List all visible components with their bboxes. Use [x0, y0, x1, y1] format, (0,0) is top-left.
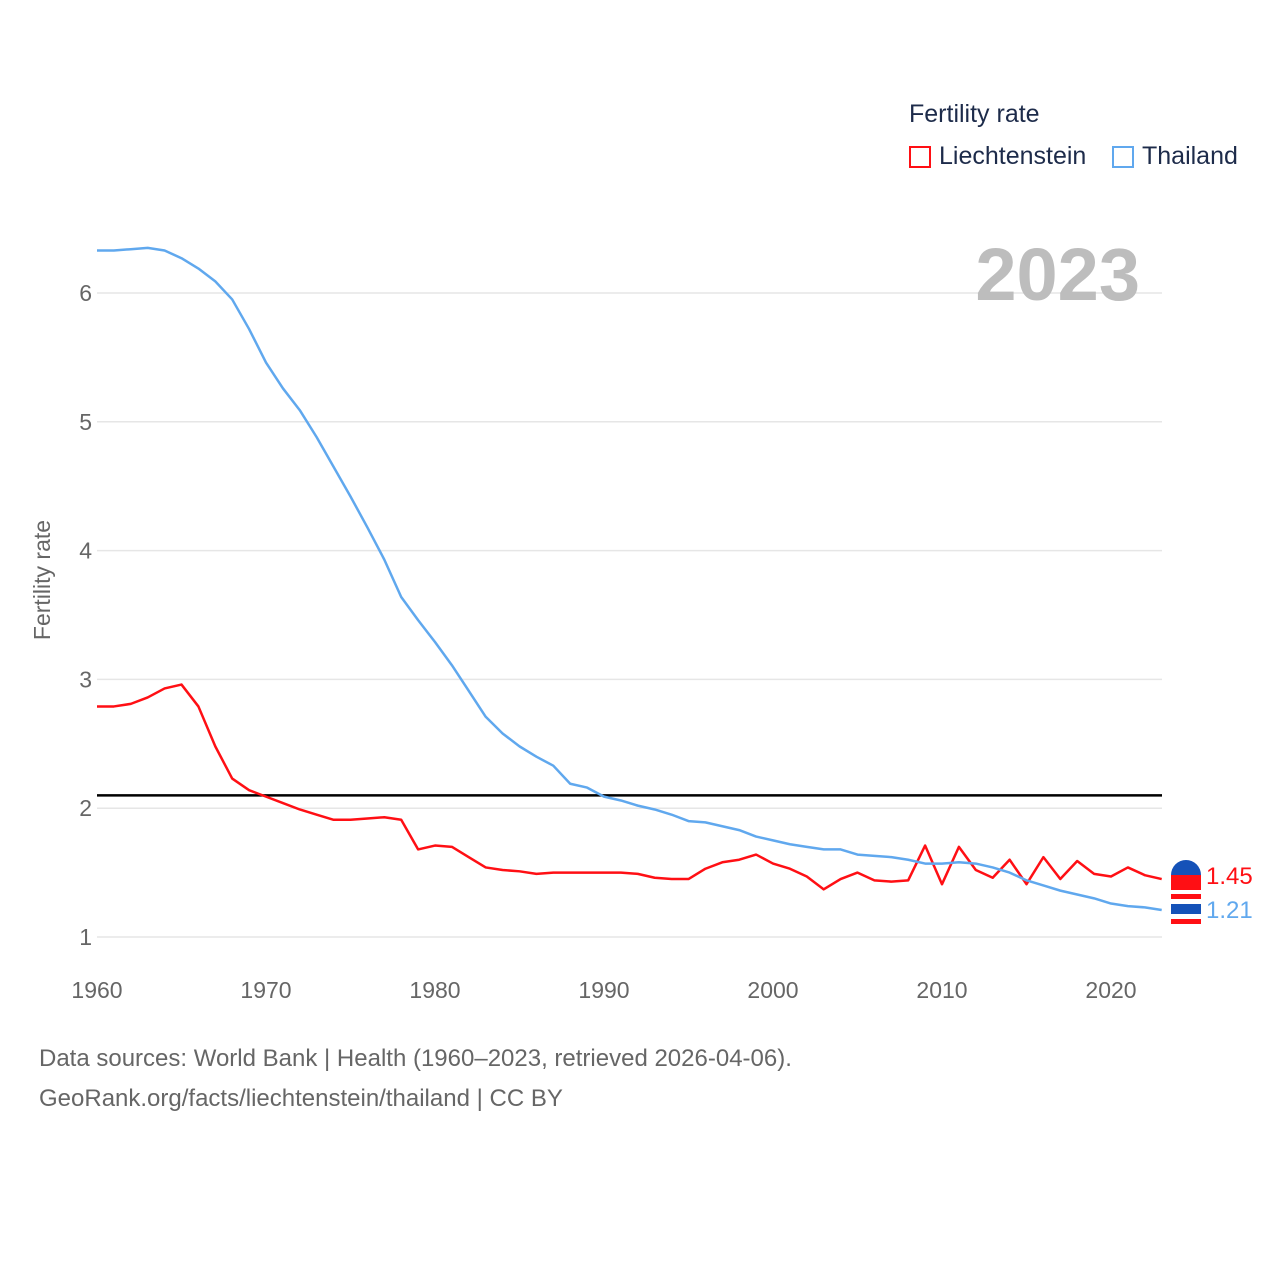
- end-value-label: 1.21: [1206, 897, 1253, 924]
- legend-label: Liechtenstein: [939, 142, 1087, 170]
- x-tick-label: 1990: [578, 977, 629, 1003]
- legend-swatch: [909, 145, 931, 168]
- y-tick-label: 4: [79, 538, 92, 564]
- y-tick-label: 2: [79, 795, 92, 821]
- legend-item-thailand[interactable]: Thailand: [1112, 142, 1238, 171]
- y-tick-label: 3: [79, 666, 92, 692]
- x-tick-label: 2010: [916, 977, 967, 1003]
- series-line-thailand: [97, 246, 1162, 912]
- x-tick-label: 1980: [409, 977, 460, 1003]
- flag-stripe: [1171, 894, 1201, 899]
- flag-stripe: [1171, 875, 1201, 890]
- footer-sources: Data sources: World Bank | Health (1960–…: [39, 1045, 792, 1072]
- year-watermark: 2023: [975, 233, 1140, 316]
- legend-item-liechtenstein[interactable]: Liechtenstein: [909, 142, 1086, 171]
- legend-label: Thailand: [1142, 142, 1238, 170]
- legend-swatch: [1112, 145, 1134, 168]
- x-tick-label: 2000: [747, 977, 798, 1003]
- end-value-label: 1.45: [1206, 863, 1253, 890]
- y-axis-label: Fertility rate: [29, 520, 55, 640]
- flag-stripe: [1171, 904, 1201, 914]
- legend-title: Fertility rate: [909, 100, 1040, 128]
- y-tick-label: 5: [79, 409, 92, 435]
- x-tick-label: 1970: [240, 977, 291, 1003]
- x-tick-label: 2020: [1085, 977, 1136, 1003]
- y-tick-label: 1: [79, 924, 92, 950]
- y-tick-label: 6: [79, 280, 92, 306]
- footer-link[interactable]: GeoRank.org/facts/liechtenstein/thailand…: [39, 1085, 563, 1112]
- flag-stripe: [1171, 919, 1201, 924]
- x-tick-label: 1960: [71, 977, 122, 1003]
- series-line-liechtenstein: [97, 683, 1162, 891]
